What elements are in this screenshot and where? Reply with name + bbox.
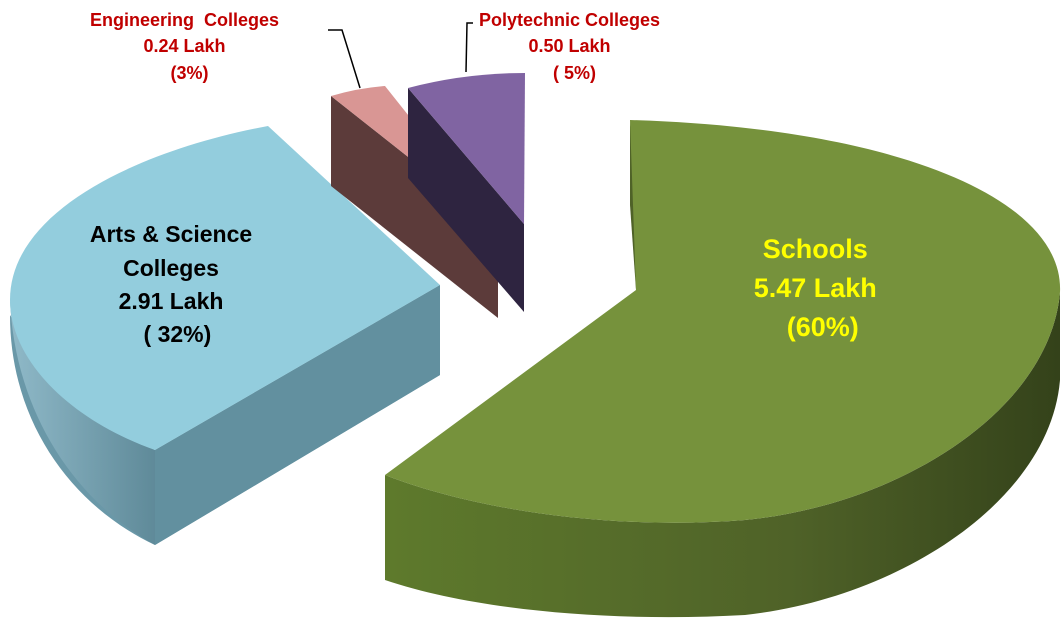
schools-label-line-1: Schools	[763, 234, 868, 264]
arts-science-label-line-4: ( 32%)	[144, 321, 212, 347]
engineering-label-line-2: 0.24 Lakh	[143, 36, 225, 56]
arts-science-label-line-1: Arts & Science	[90, 221, 252, 247]
arts-science-label: Arts & Science Colleges 2.91 Lakh ( 32%)	[0, 0, 284, 347]
slice-arts-science-side-curve	[10, 300, 155, 545]
polytechnic-label-line-2: 0.50 Lakh	[528, 36, 610, 56]
slice-schools-top	[385, 120, 1061, 523]
engineering-label-line-3: (3%)	[170, 63, 208, 83]
schools-label-line-3: (60%)	[787, 312, 859, 342]
schools-label: Schools 5.47 Lakh (60%)	[0, 0, 914, 342]
polytechnic-label-line-1: Polytechnic Colleges	[479, 10, 660, 30]
arts-science-label-line-2: Colleges	[123, 255, 219, 281]
slice-arts-science-top	[10, 126, 440, 450]
polytechnic-leader-line	[465, 22, 473, 73]
slice-schools-side	[385, 292, 1060, 618]
arts-science-label-line-3: 2.91 Lakh	[119, 288, 224, 314]
slice-polytechnic-top	[408, 73, 525, 224]
polytechnic-label: Polytechnic Colleges 0.50 Lakh ( 5%)	[0, 0, 685, 83]
slice-arts-science-side-cut	[155, 285, 440, 545]
slice-arts-science	[10, 126, 440, 545]
slice-schools	[385, 120, 1061, 618]
slice-engineering-side	[331, 96, 498, 318]
slice-polytechnic-side	[408, 88, 524, 312]
schools-label-line-2: 5.47 Lakh	[754, 273, 877, 303]
engineering-label-line-1: Engineering Colleges	[90, 10, 279, 30]
engineering-label: Engineering Colleges 0.24 Lakh (3%)	[0, 0, 304, 83]
polytechnic-label-line-3: ( 5%)	[553, 63, 596, 83]
slice-polytechnic	[408, 73, 525, 312]
engineering-leader-line	[328, 29, 361, 89]
